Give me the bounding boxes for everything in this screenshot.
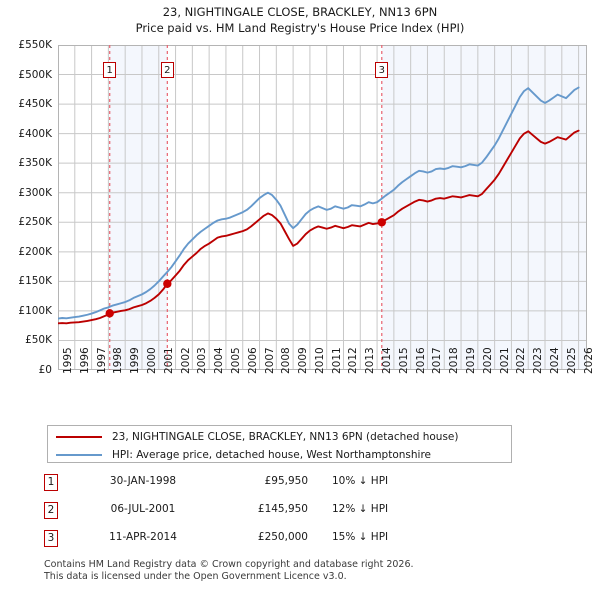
x-axis-tick-label: 1995 — [62, 347, 74, 374]
y-axis-tick-label: £200K — [18, 245, 52, 258]
y-axis-tick-label: £150K — [18, 275, 52, 288]
x-axis-tick-label: 2002 — [179, 347, 192, 374]
plot-border — [58, 45, 587, 370]
x-axis-tick-label: 2008 — [280, 347, 293, 374]
transaction-hpi-delta: 12% ↓ HPI — [332, 503, 389, 515]
table-row[interactable]: 3 11-APR-2014 £250,000 15% ↓ HPI — [44, 528, 464, 556]
transactions-table: 1 30-JAN-1998 £95,950 10% ↓ HPI 2 06-JUL-2001… — [44, 472, 464, 556]
x-axis-tick-label: 1999 — [129, 347, 142, 374]
transaction-date: 11-APR-2014 — [109, 531, 177, 543]
transaction-point-marker[interactable] — [377, 218, 386, 227]
footer-line-1: Contains HM Land Registry data © Crown c… — [44, 559, 414, 570]
y-axis-tick-label: £500K — [18, 68, 52, 81]
chart-shaded-band — [381, 45, 587, 370]
x-axis-tick-label: 2017 — [431, 347, 444, 374]
x-axis-tick-label: 1996 — [78, 347, 91, 374]
annotation-index-box[interactable]: 1 — [103, 62, 117, 78]
transaction-point-marker[interactable] — [105, 309, 114, 318]
annotation-index-box[interactable]: 3 — [375, 62, 389, 78]
chart-plot-area — [58, 45, 587, 370]
page-title: 23, NIGHTINGALE CLOSE, BRACKLEY, NN13 6P… — [0, 4, 600, 36]
transaction-index-badge: 3 — [44, 530, 58, 547]
y-axis-tick-label: £350K — [18, 157, 52, 170]
legend-item: 23, NIGHTINGALE CLOSE, BRACKLEY, NN13 6P… — [48, 427, 458, 446]
x-axis-tick-label: 2010 — [313, 347, 326, 374]
x-axis-tick-label: 2006 — [246, 347, 259, 374]
x-axis-tick-label: 2009 — [297, 347, 310, 374]
transaction-date: 30-JAN-1998 — [109, 475, 177, 487]
x-axis-tick-label: 2025 — [565, 347, 578, 374]
x-axis-tick-label: 2003 — [196, 347, 209, 374]
series-line — [58, 86, 580, 320]
x-axis-tick-label: 2019 — [465, 347, 478, 374]
x-axis-tick-label: 2018 — [448, 347, 461, 374]
legend-color-swatch — [56, 435, 102, 438]
transaction-hpi-delta: 10% ↓ HPI — [332, 475, 389, 487]
transaction-price: £250,000 — [257, 531, 308, 543]
legend-item-label: HPI: Average price, detached house, West… — [112, 448, 431, 461]
y-axis-tick-label: £550K — [18, 39, 52, 51]
x-axis-tick-label: 1998 — [112, 347, 125, 374]
legend-color-swatch — [56, 453, 102, 456]
transaction-index-badge: 2 — [44, 502, 58, 519]
x-axis-tick-label: 2021 — [498, 347, 511, 374]
x-axis-tick-label: 2014 — [381, 347, 394, 374]
x-axis-tick-label: 2004 — [213, 347, 226, 374]
transaction-hpi-delta: 15% ↓ HPI — [332, 531, 389, 543]
x-axis-tick-label: 2001 — [162, 347, 175, 374]
chart-shaded-band — [109, 45, 168, 370]
x-axis-tick-label: 2020 — [481, 347, 494, 374]
x-axis-tick-label: 2007 — [263, 347, 276, 374]
transaction-point-marker[interactable] — [163, 279, 172, 288]
chart-legend: 23, NIGHTINGALE CLOSE, BRACKLEY, NN13 6P… — [47, 425, 512, 463]
x-axis-tick-label: 2005 — [229, 347, 242, 374]
y-axis-tick-labels: £0 £50K £100K £150K £200K £250K £300K £350K £400… — [0, 0, 56, 590]
title-line-2: Price paid vs. HM Land Registry's House … — [135, 21, 465, 35]
x-axis-tick-label: 2024 — [549, 347, 562, 374]
y-axis-tick-label: £50K — [25, 334, 52, 347]
transaction-price: £95,950 — [264, 475, 308, 487]
y-axis-tick-label: £450K — [18, 98, 52, 111]
annotation-index-box[interactable]: 2 — [160, 62, 174, 78]
series-line — [58, 129, 580, 325]
x-axis-tick-label: 2022 — [515, 347, 528, 374]
table-row[interactable]: 1 30-JAN-1998 £95,950 10% ↓ HPI — [44, 472, 464, 500]
x-axis-tick-label: 2016 — [414, 347, 427, 374]
y-axis-tick-label: £100K — [18, 304, 52, 317]
legend-item-label: 23, NIGHTINGALE CLOSE, BRACKLEY, NN13 6P… — [112, 430, 459, 443]
legend-item: HPI: Average price, detached house, West… — [48, 445, 431, 464]
transaction-price: £145,950 — [257, 503, 308, 515]
x-axis-tick-label: 2023 — [532, 347, 545, 374]
table-row[interactable]: 2 06-JUL-2001 £145,950 12% ↓ HPI — [44, 500, 464, 528]
title-line-1: 23, NIGHTINGALE CLOSE, BRACKLEY, NN13 6P… — [162, 5, 438, 19]
chart-svg — [58, 45, 587, 370]
x-axis-tick-label: 1997 — [95, 347, 108, 374]
footer-attribution: Contains HM Land Registry data © Crown c… — [44, 559, 584, 582]
footer-line-2: This data is licensed under the Open Gov… — [44, 570, 347, 582]
y-axis-tick-label: £400K — [18, 127, 52, 140]
x-axis-tick-label: 2011 — [330, 347, 343, 374]
y-axis-tick-label: £0 — [38, 364, 52, 376]
transaction-date: 06-JUL-2001 — [110, 503, 176, 515]
x-axis-tick-label: 2012 — [347, 347, 360, 374]
y-axis-tick-label: £300K — [18, 186, 52, 199]
x-axis-tick-label: 2000 — [145, 347, 158, 374]
y-axis-tick-label: £250K — [18, 216, 52, 229]
x-axis-tick-label: 2015 — [397, 347, 410, 374]
x-axis-tick-label: 2026 — [582, 347, 595, 374]
x-axis-tick-label: 2013 — [364, 347, 377, 374]
transaction-index-badge: 1 — [44, 474, 58, 491]
